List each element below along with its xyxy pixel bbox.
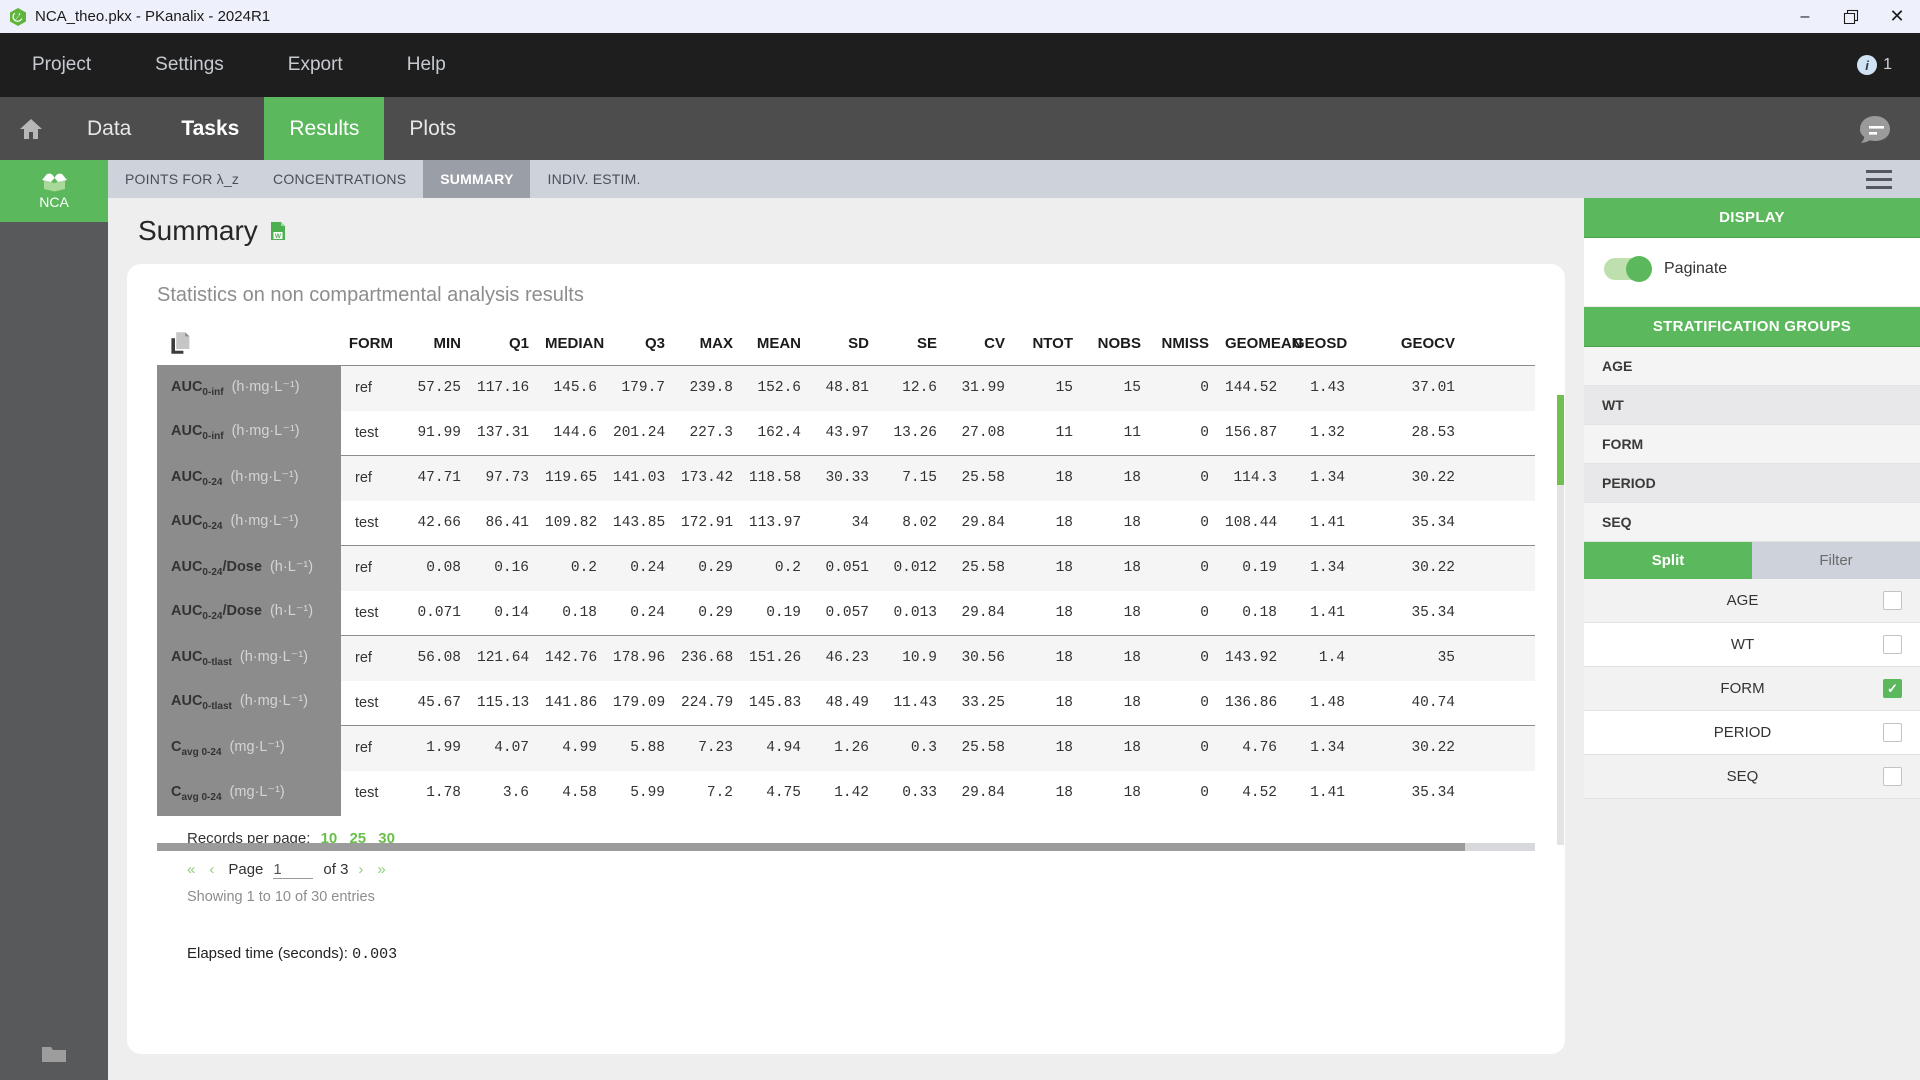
svg-text:W: W (275, 233, 282, 240)
